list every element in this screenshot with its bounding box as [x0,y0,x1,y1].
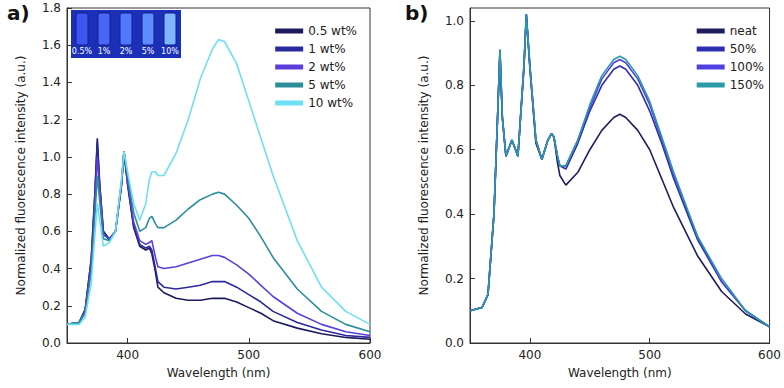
svg-text:0.0: 0.0 [42,336,61,350]
svg-text:10 wt%: 10 wt% [308,96,353,110]
svg-text:0.8: 0.8 [445,78,464,92]
svg-text:100%: 100% [730,60,764,74]
svg-text:400: 400 [116,348,139,362]
svg-text:500: 500 [638,348,661,362]
svg-text:0.5%: 0.5% [72,47,93,56]
svg-text:0.6: 0.6 [445,143,464,157]
svg-text:neat: neat [730,24,757,38]
svg-text:600: 600 [758,348,781,362]
svg-text:2%: 2% [120,47,133,56]
svg-text:150%: 150% [730,78,764,92]
svg-text:1%: 1% [98,47,111,56]
svg-text:5%: 5% [142,47,155,56]
svg-text:1.8: 1.8 [42,1,61,15]
svg-text:1.0: 1.0 [42,150,61,164]
svg-text:0.5 wt%: 0.5 wt% [308,24,357,38]
svg-text:0.2: 0.2 [42,299,61,313]
svg-text:400: 400 [518,348,541,362]
svg-text:1.6: 1.6 [42,38,61,52]
svg-text:0.6: 0.6 [42,224,61,238]
svg-text:0.0: 0.0 [445,336,464,350]
svg-text:0.4: 0.4 [42,262,61,276]
svg-text:0.4: 0.4 [445,207,464,221]
svg-text:0.2: 0.2 [445,272,464,286]
svg-text:Wavelength (nm): Wavelength (nm) [568,366,672,380]
svg-text:Normalized fluorescence intens: Normalized fluorescence intensity (a.u.) [14,56,28,296]
svg-text:b): b) [405,1,428,25]
svg-text:Normalized fluorescence intens: Normalized fluorescence intensity (a.u.) [417,56,431,296]
svg-text:2 wt%: 2 wt% [308,60,345,74]
svg-text:a): a) [7,1,30,25]
svg-text:Wavelength (nm): Wavelength (nm) [167,366,271,380]
svg-text:50%: 50% [730,42,757,56]
svg-text:1.4: 1.4 [42,75,61,89]
svg-text:1.0: 1.0 [445,14,464,28]
svg-text:1 wt%: 1 wt% [308,42,345,56]
svg-text:10%: 10% [161,47,179,56]
svg-text:600: 600 [359,348,382,362]
svg-text:500: 500 [237,348,260,362]
svg-text:1.2: 1.2 [42,113,61,127]
svg-text:5 wt%: 5 wt% [308,78,345,92]
svg-text:0.8: 0.8 [42,187,61,201]
